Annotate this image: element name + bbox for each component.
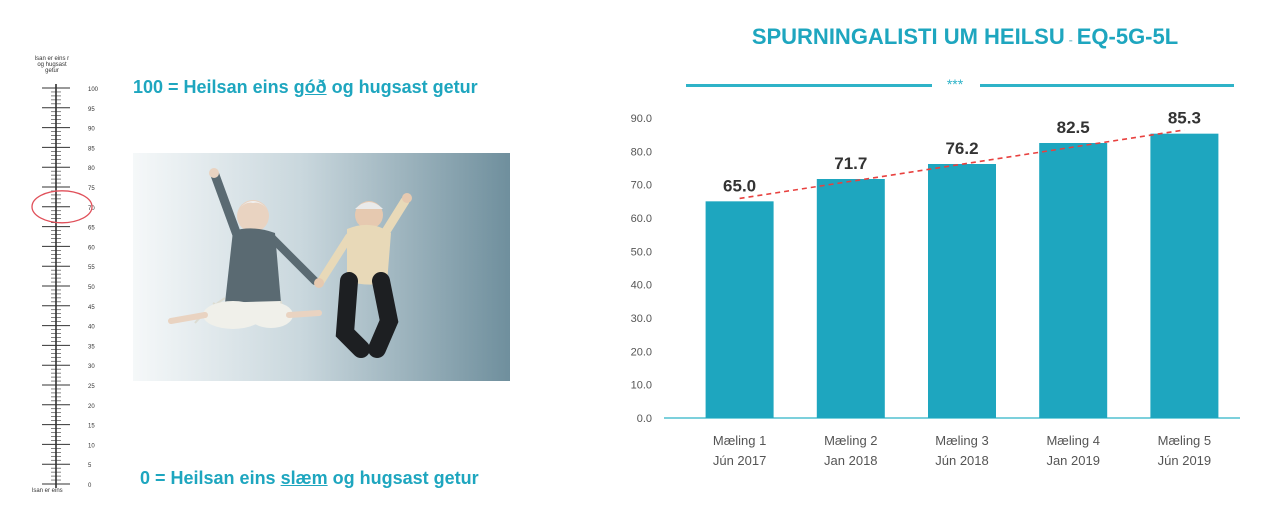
scale-tick-label: 65 — [88, 226, 95, 232]
scale-tick-label: 40 — [88, 325, 95, 331]
best-health-caption: 100 = Heilsan eins góð og hugsast getur — [133, 77, 478, 97]
scale-tick-label: 35 — [88, 344, 95, 350]
bar — [1039, 143, 1108, 418]
title-divider-right — [980, 84, 1234, 87]
scale-tick-label: 25 — [88, 384, 95, 390]
scale-tick-label: 0 — [88, 483, 92, 489]
chart-title: SPURNINGALISTI UM HEILSU - EQ-5G-5L — [751, 24, 1179, 49]
x-category-label: Mæling 3 — [935, 433, 988, 448]
scale-tick-label: 90 — [88, 127, 95, 133]
scale-tick-label: 20 — [88, 404, 95, 410]
x-category-sublabel: Jún 2017 — [713, 453, 767, 468]
scale-tick-label: 45 — [88, 305, 95, 311]
scale-tick-label: 60 — [88, 245, 95, 251]
scale-tick-label: 80 — [88, 166, 95, 172]
scale-tick-label: 95 — [88, 107, 95, 113]
bar-value-label: 71.7 — [834, 154, 867, 173]
x-category-sublabel: Jan 2018 — [824, 453, 878, 468]
bar — [705, 201, 774, 418]
x-category-label: Mæling 5 — [1158, 433, 1211, 448]
scale-tick-label: 50 — [88, 285, 95, 291]
y-tick-label: 40.0 — [631, 280, 652, 292]
man-figure — [314, 193, 412, 358]
scale-bottom-label: lsan er eins — [32, 488, 63, 494]
x-category-label: Mæling 4 — [1046, 433, 1099, 448]
bar — [928, 164, 996, 418]
title-divider-left — [686, 84, 932, 87]
bar — [1150, 133, 1219, 418]
woman-figure — [168, 168, 322, 329]
scale-tick-label: 15 — [88, 424, 95, 430]
y-tick-label: 50.0 — [631, 246, 652, 258]
y-tick-label: 10.0 — [631, 380, 652, 392]
x-category-label: Mæling 1 — [713, 433, 766, 448]
scale-tick-label: 5 — [88, 463, 92, 469]
scale-tick-label: 55 — [88, 265, 95, 271]
bar — [816, 179, 885, 418]
bar-value-label: 65.0 — [723, 176, 756, 195]
scale-top-label: lsan er eins r og hugsast getur — [34, 56, 70, 74]
x-category-sublabel: Jan 2019 — [1046, 453, 1100, 468]
bar-chart: 0.0 10.0 20.0 30.0 40.0 50.0 60.0 70.0 80.0 90.0 6… — [631, 109, 1240, 468]
scale-tick-label: 30 — [88, 364, 95, 370]
y-tick-label: 80.0 — [631, 146, 652, 158]
scale-ruler: 1009590858075706560555045403530252015105… — [31, 84, 99, 489]
y-tick-label: 30.0 — [631, 313, 652, 325]
x-category-sublabel: Jún 2019 — [1158, 453, 1212, 468]
title-stars: *** — [946, 76, 964, 92]
worst-health-caption: 0 = Heilsan eins slæm og hugsast getur — [140, 468, 479, 488]
x-category-label: Mæling 2 — [824, 433, 877, 448]
x-category-sublabel: Jún 2018 — [935, 453, 989, 468]
y-tick-label: 0.0 — [637, 413, 652, 425]
health-scale: lsan er eins r og hugsast getur 100 95 90 8… — [28, 56, 118, 502]
bar-value-label: 85.3 — [1168, 109, 1201, 128]
scale-tick-label: 85 — [88, 146, 95, 152]
trend-line — [739, 129, 1185, 200]
y-tick-label: 20.0 — [631, 346, 652, 358]
bar-value-label: 76.2 — [945, 139, 978, 158]
scale-tick-label: 100 — [88, 87, 99, 93]
y-tick-label: 60.0 — [631, 213, 652, 225]
scale-highlight-circle — [31, 190, 93, 224]
y-tick-label: 70.0 — [631, 180, 652, 192]
jumping-couple-photo — [133, 153, 510, 381]
scale-tick-label: 10 — [88, 443, 95, 449]
y-tick-label: 90.0 — [631, 113, 652, 125]
bar-value-label: 82.5 — [1057, 118, 1090, 137]
scale-tick-label: 75 — [88, 186, 95, 192]
